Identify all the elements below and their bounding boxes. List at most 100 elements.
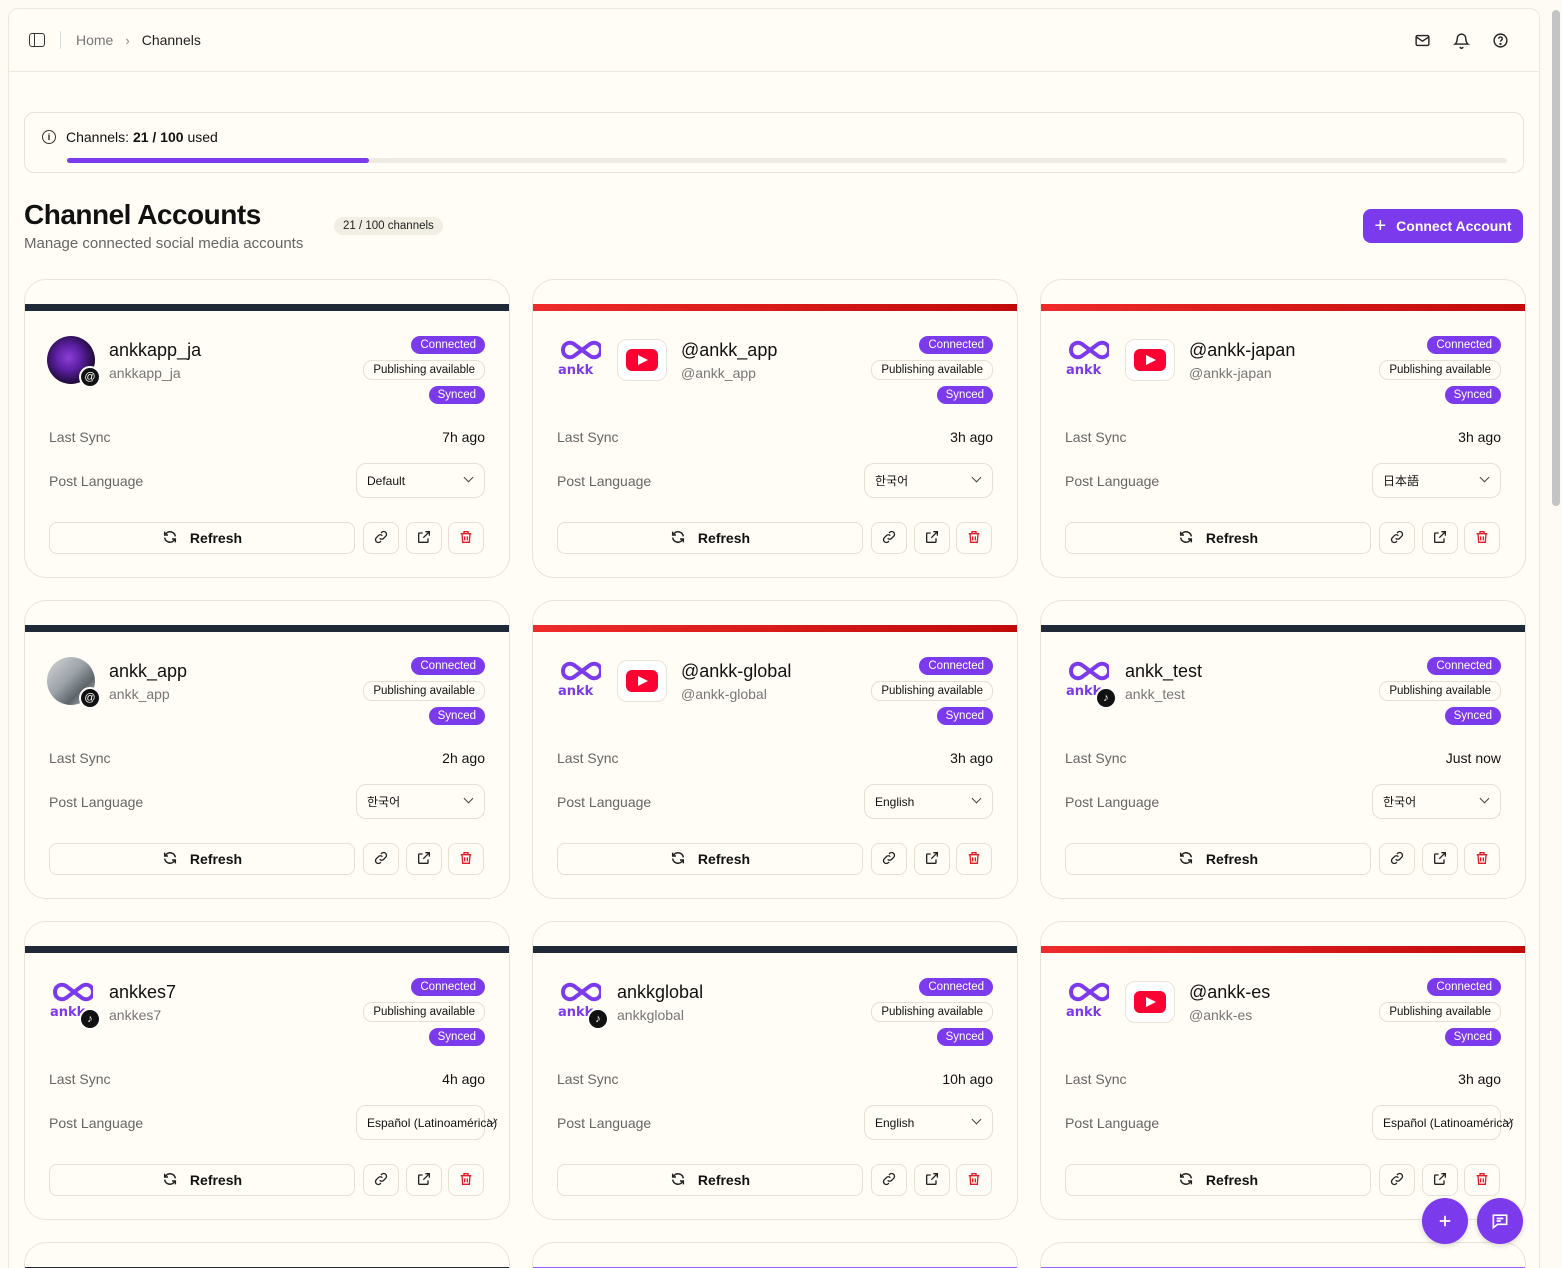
open-external-button[interactable]: [914, 843, 950, 875]
link-icon: [1389, 1171, 1405, 1190]
delete-button[interactable]: [448, 522, 484, 554]
delete-button[interactable]: [1464, 1164, 1500, 1196]
brand-logo-icon: ankk: [1063, 978, 1112, 1026]
refresh-button[interactable]: Refresh: [557, 1164, 863, 1196]
last-sync-value: 10h ago: [942, 1071, 993, 1087]
chevron-down-icon: [1479, 793, 1490, 804]
post-language-select[interactable]: 日本語: [1372, 463, 1501, 498]
refresh-icon: [670, 850, 686, 869]
copy-link-button[interactable]: [1379, 843, 1415, 875]
bell-icon[interactable]: [1452, 32, 1471, 49]
open-external-button[interactable]: [1422, 843, 1458, 875]
post-language-label: Post Language: [557, 1115, 652, 1131]
refresh-icon: [162, 850, 178, 869]
copy-link-button[interactable]: [363, 522, 399, 554]
tiktok-icon: ♪: [1095, 687, 1117, 709]
post-language-select[interactable]: 한국어: [356, 784, 485, 819]
copy-link-button[interactable]: [1379, 522, 1415, 554]
delete-button[interactable]: [956, 522, 992, 554]
refresh-label: Refresh: [1205, 851, 1259, 867]
post-language-select[interactable]: Español (Latinoamérica): [356, 1105, 498, 1140]
info-icon: i: [42, 130, 56, 144]
copy-link-button[interactable]: [363, 1164, 399, 1196]
synced-badge: Synced: [428, 386, 485, 404]
refresh-button[interactable]: Refresh: [49, 1164, 355, 1196]
refresh-label: Refresh: [697, 530, 751, 546]
refresh-button[interactable]: Refresh: [557, 843, 863, 875]
connected-badge: Connected: [919, 336, 993, 354]
copy-link-button[interactable]: [363, 843, 399, 875]
chevron-down-icon: [463, 793, 474, 804]
status-badges: Connected Publishing available Synced: [1379, 978, 1501, 1046]
post-language-value: Español (Latinoamérica): [367, 1115, 498, 1130]
post-language-select[interactable]: English: [864, 784, 993, 819]
breadcrumb-home[interactable]: Home: [76, 32, 114, 48]
refresh-button[interactable]: Refresh: [1065, 522, 1371, 554]
post-language-select[interactable]: Default: [356, 463, 485, 498]
external-link-icon: [924, 529, 940, 548]
delete-button[interactable]: [1464, 522, 1500, 554]
help-icon[interactable]: [1492, 32, 1509, 49]
top-bar: Home › Channels: [9, 9, 1539, 72]
delete-button[interactable]: [956, 1164, 992, 1196]
publishing-badge: Publishing available: [363, 681, 485, 701]
publishing-badge: Publishing available: [871, 681, 993, 701]
mail-icon[interactable]: [1414, 32, 1431, 49]
refresh-button[interactable]: Refresh: [557, 522, 863, 554]
refresh-button[interactable]: Refresh: [49, 843, 355, 875]
plus-icon: +: [1374, 215, 1387, 237]
tiktok-icon: ♪: [587, 1008, 609, 1030]
last-sync-value: 4h ago: [442, 1071, 485, 1087]
delete-button[interactable]: [448, 843, 484, 875]
account-handle: ankkes7: [109, 1006, 162, 1023]
open-external-button[interactable]: [914, 522, 950, 554]
youtube-icon: [617, 339, 667, 381]
post-language-select[interactable]: 한국어: [864, 463, 993, 498]
card-stripe: [533, 304, 1017, 311]
synced-badge: Synced: [936, 1028, 993, 1046]
publishing-badge: Publishing available: [1379, 360, 1501, 380]
open-external-button[interactable]: [406, 522, 442, 554]
last-sync-value: 3h ago: [1458, 429, 1501, 445]
account-name: ankk_test: [1125, 660, 1203, 681]
synced-badge: Synced: [1444, 386, 1501, 404]
post-language-select[interactable]: English: [864, 1105, 993, 1140]
refresh-button[interactable]: Refresh: [1065, 1164, 1371, 1196]
channel-card: @ ankk_app ankk_app Connected Publishing ava…: [24, 600, 510, 899]
chevron-down-icon: [971, 1114, 982, 1125]
usage-text: Channels: 21 / 100 used: [66, 129, 218, 145]
connected-badge: Connected: [1427, 336, 1501, 354]
open-external-button[interactable]: [1422, 522, 1458, 554]
copy-link-button[interactable]: [871, 843, 907, 875]
delete-button[interactable]: [1464, 843, 1500, 875]
open-external-button[interactable]: [914, 1164, 950, 1196]
refresh-label: Refresh: [189, 530, 243, 546]
connect-account-button[interactable]: + Connect Account: [1363, 209, 1523, 243]
card-stripe: [533, 946, 1017, 953]
chat-fab-button[interactable]: [1477, 1198, 1523, 1244]
synced-badge: Synced: [936, 386, 993, 404]
copy-link-button[interactable]: [1379, 1164, 1415, 1196]
refresh-button[interactable]: Refresh: [49, 522, 355, 554]
refresh-icon: [1178, 850, 1194, 869]
add-fab-button[interactable]: [1422, 1198, 1468, 1244]
refresh-label: Refresh: [697, 1172, 751, 1188]
scrollbar-thumb[interactable]: [1552, 10, 1560, 506]
refresh-button[interactable]: Refresh: [1065, 843, 1371, 875]
copy-link-button[interactable]: [871, 522, 907, 554]
status-badges: Connected Publishing available Synced: [363, 978, 485, 1046]
trash-icon: [458, 529, 474, 548]
link-icon: [881, 529, 897, 548]
post-language-select[interactable]: Español (Latinoamérica): [1372, 1105, 1514, 1140]
sidebar-toggle-icon[interactable]: [29, 33, 45, 47]
open-external-button[interactable]: [1422, 1164, 1458, 1196]
open-external-button[interactable]: [406, 843, 442, 875]
status-badges: Connected Publishing available Synced: [1379, 336, 1501, 404]
refresh-label: Refresh: [1205, 1172, 1259, 1188]
trash-icon: [1474, 850, 1490, 869]
copy-link-button[interactable]: [871, 1164, 907, 1196]
post-language-select[interactable]: 한국어: [1372, 784, 1501, 819]
delete-button[interactable]: [956, 843, 992, 875]
delete-button[interactable]: [448, 1164, 484, 1196]
open-external-button[interactable]: [406, 1164, 442, 1196]
